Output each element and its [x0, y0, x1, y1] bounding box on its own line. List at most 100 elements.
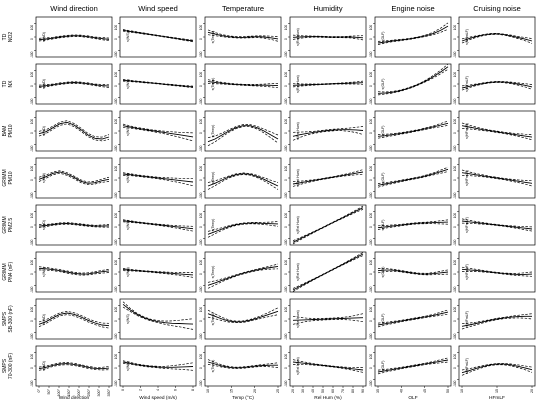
y-tick-label: 0 — [114, 367, 118, 369]
upper-confidence-band — [122, 219, 194, 227]
y-tick-label: 0 — [199, 320, 203, 322]
row-label-pollutant: PM10 — [8, 124, 14, 137]
y-tick-label: 0 — [453, 273, 457, 275]
lower-confidence-band — [461, 82, 533, 91]
y-tick-label: 0 — [199, 132, 203, 134]
panel-r2-c1: -100 0 100 s(WS) — [114, 110, 197, 152]
x-tick-label: 40 — [311, 389, 315, 393]
y-axis-label: s(WD) — [42, 314, 46, 324]
upper-confidence-band — [292, 34, 364, 37]
y-tick-label: 100 — [453, 166, 457, 172]
fitted-smooth-line — [38, 121, 110, 140]
lower-confidence-band — [207, 83, 279, 89]
y-axis-label: s(WD) — [42, 32, 46, 42]
y-tick-label: 100 — [453, 213, 457, 219]
column-title: Humidity — [313, 4, 342, 13]
panel-r1-c0: -100 0 100 s(WD) — [30, 63, 113, 105]
y-tick-label: -100 — [114, 380, 118, 387]
y-tick-label: -100 — [284, 239, 288, 246]
y-axis-label: s(WD) — [42, 220, 46, 230]
lower-confidence-band — [122, 80, 194, 89]
fitted-smooth-line — [38, 222, 110, 227]
panel-r1-c1: -100 0 100 s(WS) — [114, 63, 197, 105]
y-tick-label: -100 — [199, 286, 203, 293]
y-axis-label: s(Rel Hum) — [296, 263, 300, 281]
y-tick-label: 100 — [369, 307, 373, 313]
y-tick-label: 100 — [114, 213, 118, 219]
x-tick-label: 80 — [351, 389, 355, 393]
upper-confidence-band — [38, 120, 110, 138]
x-tick-label: 15 — [230, 389, 234, 393]
y-tick-label: 0 — [199, 367, 203, 369]
panel-r7-c4: -100 0 100 s(OLF) — [369, 345, 452, 387]
y-tick-label: -100 — [284, 286, 288, 293]
y-axis-label: s(WS) — [126, 361, 130, 371]
lower-confidence-band — [38, 364, 110, 371]
upper-confidence-band — [461, 218, 533, 228]
x-tick-label: 200° — [77, 388, 81, 396]
y-tick-label: 0 — [199, 273, 203, 275]
upper-confidence-band — [461, 122, 533, 135]
row-label-pollutant: PM10 — [8, 171, 14, 184]
y-tick-label: 0 — [30, 132, 34, 134]
panel-r3-c4: -100 0 100 s(OLF) — [369, 157, 452, 199]
y-tick-label: 100 — [199, 25, 203, 31]
y-tick-label: 0 — [369, 85, 373, 87]
panel-r6-c1: -100 0 100 s(WS) — [114, 298, 197, 340]
y-axis-label: s(Temp) — [211, 313, 215, 326]
x-tick-label: 350° — [107, 388, 111, 396]
y-tick-label: 100 — [369, 354, 373, 360]
y-axis-label: s(OLF) — [381, 173, 385, 184]
y-axis-label: s(HFmLF) — [465, 29, 469, 45]
y-axis-label: s(Rel Hum) — [296, 310, 300, 328]
x-tick-label: 50 — [446, 389, 450, 393]
fitted-smooth-line — [377, 311, 449, 326]
y-tick-label: -100 — [284, 333, 288, 340]
x-tick-label: 15 — [495, 389, 499, 393]
y-tick-label: 0 — [369, 367, 373, 369]
fitted-smooth-line — [207, 31, 279, 40]
column-title: Wind direction — [50, 4, 98, 13]
y-tick-label: -100 — [30, 239, 34, 246]
panel-r4-c4: -100 0 100 s(OLF) — [369, 204, 452, 246]
x-axis-title: OLF — [408, 395, 417, 401]
x-tick-label: 2 — [139, 389, 143, 391]
panel-r5-c5: -100 0 100 s(HFmLF) — [453, 251, 536, 293]
fitted-smooth-line — [377, 25, 449, 44]
y-tick-label: -100 — [284, 51, 288, 58]
panel-r3-c0: -100 0 100 s(WD) — [30, 157, 113, 199]
fitted-smooth-line — [292, 82, 364, 86]
y-tick-label: 100 — [284, 119, 288, 125]
y-tick-label: 0 — [199, 226, 203, 228]
lower-confidence-band — [207, 314, 279, 324]
lower-confidence-band — [207, 223, 279, 238]
y-tick-label: 100 — [284, 354, 288, 360]
upper-confidence-band — [207, 172, 279, 183]
y-tick-label: -100 — [114, 98, 118, 105]
y-tick-label: -100 — [30, 333, 34, 340]
row-label-instrument: GRIMM — [2, 169, 8, 186]
y-tick-label: -100 — [30, 380, 34, 387]
y-tick-label: 100 — [453, 72, 457, 78]
y-tick-label: 100 — [453, 260, 457, 266]
upper-confidence-band — [38, 311, 110, 324]
y-tick-label: 0 — [453, 320, 457, 322]
lower-confidence-band — [292, 83, 364, 88]
y-tick-label: 100 — [114, 260, 118, 266]
y-tick-label: 100 — [30, 166, 34, 172]
row-label-pollutant: PM2.5 — [8, 218, 14, 233]
row-label-instrument: GRIMM — [2, 216, 8, 233]
y-axis-label: s(Temp) — [211, 266, 215, 279]
row-label-pollutant: SB-300 (nF) — [8, 305, 14, 333]
x-axis-title: HFmLF — [489, 395, 505, 401]
y-axis-label: s(HFmLF) — [465, 311, 469, 327]
panel-r5-c0: -100 0 100 s(WD) — [30, 251, 113, 293]
panel-frame — [119, 345, 197, 387]
x-tick-label: 0 — [121, 389, 125, 391]
y-tick-label: 100 — [369, 119, 373, 125]
y-tick-label: -100 — [114, 239, 118, 246]
y-tick-label: 100 — [284, 307, 288, 313]
y-axis-label: s(OLF) — [381, 126, 385, 137]
y-axis-label: s(WD) — [42, 173, 46, 183]
